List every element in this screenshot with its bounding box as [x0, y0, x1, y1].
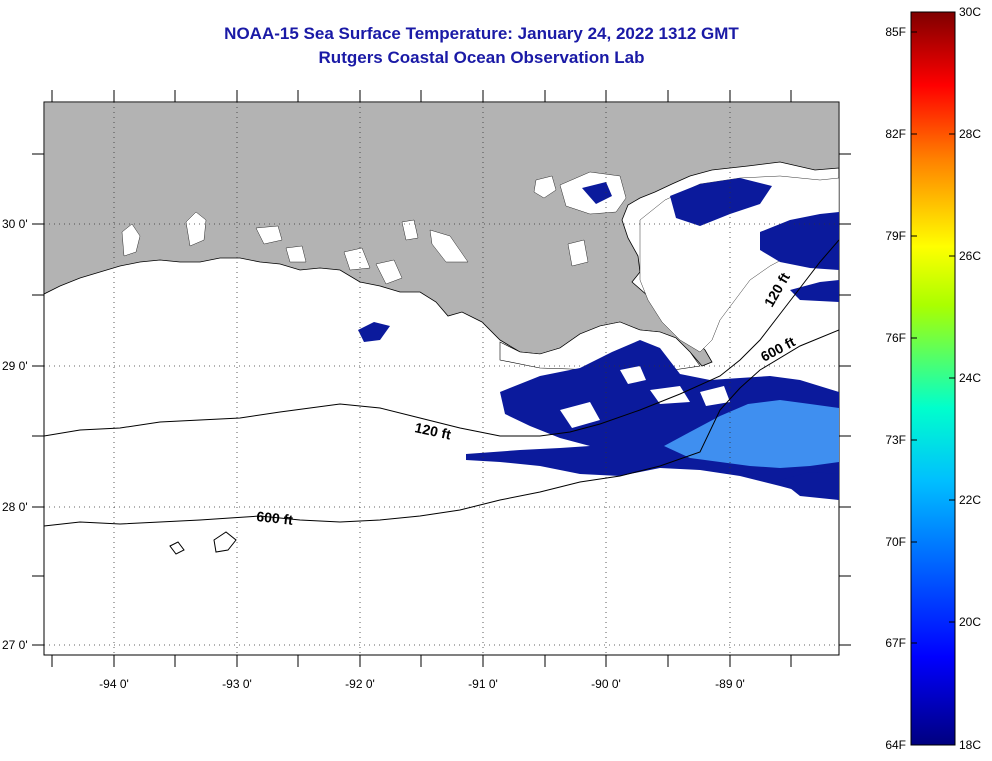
bathymetry-contours [44, 239, 839, 555]
lon-label: -89 0' [715, 677, 745, 691]
lat-label: 29 0' [2, 359, 28, 373]
f-label: 82F [885, 127, 906, 141]
contour-label-600-west: 600 ft [256, 508, 294, 528]
map-subtitle: Rutgers Coastal Ocean Observation Lab [318, 48, 645, 67]
lat-label: 27 0' [2, 638, 28, 652]
longitude-labels: -94 0' -93 0' -92 0' -91 0' -90 0' -89 0… [99, 677, 745, 691]
c-label: 30C [959, 5, 981, 19]
warm-water-patch [664, 400, 839, 468]
f-label: 79F [885, 229, 906, 243]
fahrenheit-labels: 85F 82F 79F 76F 73F 70F 67F 64F [885, 25, 906, 752]
lon-label: -93 0' [222, 677, 252, 691]
f-label: 64F [885, 738, 906, 752]
cloud-holes [560, 366, 730, 428]
lon-label: -91 0' [468, 677, 498, 691]
colorbar-ticks [911, 31, 955, 644]
lon-label: -92 0' [345, 677, 375, 691]
lon-label: -90 0' [591, 677, 621, 691]
temperature-colorbar [910, 11, 956, 746]
axis-ticks [32, 90, 851, 667]
c-label: 22C [959, 493, 981, 507]
map-title: NOAA-15 Sea Surface Temperature: January… [224, 24, 739, 43]
f-label: 76F [885, 331, 906, 345]
c-label: 24C [959, 371, 981, 385]
f-label: 67F [885, 636, 906, 650]
lat-label: 30 0' [2, 217, 28, 231]
cold-water-patch-east [780, 472, 839, 500]
f-label: 70F [885, 535, 906, 549]
latitude-labels: 30 0' 29 0' 28 0' 27 0' [2, 217, 28, 652]
c-label: 18C [959, 738, 981, 752]
c-label: 28C [959, 127, 981, 141]
celsius-labels: 30C 28C 26C 24C 22C 20C 18C [959, 5, 981, 752]
graticule [44, 102, 839, 655]
c-label: 26C [959, 249, 981, 263]
lon-label: -94 0' [99, 677, 129, 691]
f-label: 73F [885, 433, 906, 447]
lat-label: 28 0' [2, 500, 28, 514]
contour-label-120-west: 120 ft [413, 419, 452, 442]
c-label: 20C [959, 615, 981, 629]
f-label: 85F [885, 25, 906, 39]
